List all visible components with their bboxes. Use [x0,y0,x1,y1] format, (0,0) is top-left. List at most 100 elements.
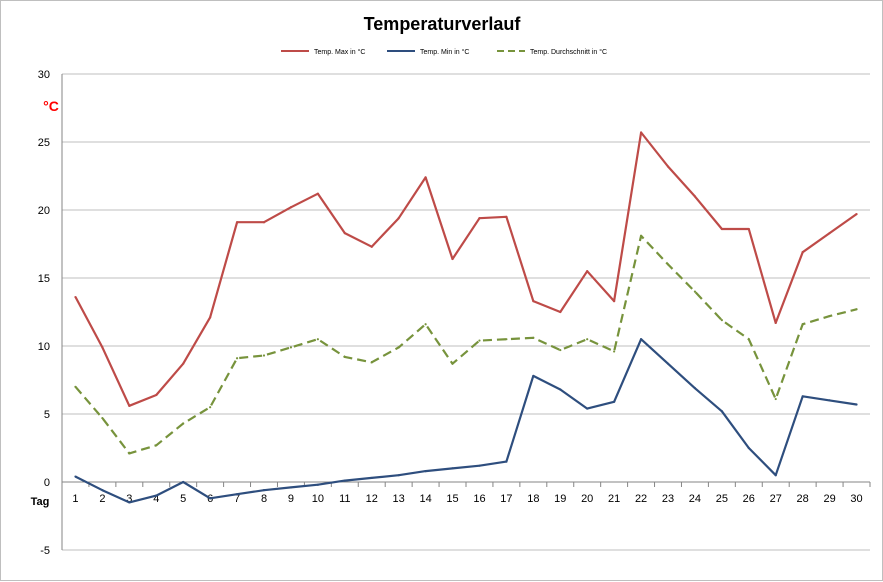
data-point [397,346,400,349]
data-point [74,475,77,478]
x-tick-label: 19 [554,493,566,505]
x-tick-label: 17 [500,493,512,505]
data-point [289,486,293,489]
data-point [639,338,643,341]
x-tick-label: 28 [797,493,809,505]
data-point [693,195,697,198]
data-point [289,206,293,209]
data-point [316,192,319,195]
y-tick-label: 25 [38,137,50,149]
x-tick-label: 10 [312,493,324,505]
data-point [235,493,239,496]
x-tick-label: 11 [339,493,350,505]
data-point [289,346,293,349]
series-lines [74,131,858,504]
x-tick-label: 8 [261,493,267,505]
x-tick-label: 2 [99,493,105,505]
data-point [397,474,400,477]
data-point [774,474,777,477]
data-point [720,227,723,231]
x-tick-label: 29 [823,493,835,505]
data-point [855,403,858,406]
data-point [128,452,131,455]
data-point [828,399,831,402]
data-point [128,404,131,407]
y-axis-ticks: -5 0 5 10 15 20 25 30 [38,69,50,557]
x-axis-ticks: 1234567891011121314151617181920212223242… [61,482,871,505]
data-point [639,234,643,237]
data-point [559,310,562,314]
x-tick-label: 21 [608,493,620,505]
data-point [532,336,535,339]
data-point [182,362,185,365]
data-point [451,467,454,470]
y-unit-label: °C [43,98,59,114]
data-point [74,295,77,299]
data-point [101,346,104,349]
data-point [801,323,804,326]
data-point [128,501,131,504]
x-tick-label: 1 [72,493,78,505]
x-tick-label: 4 [153,493,159,505]
y-tick-label: 30 [38,69,50,81]
data-point [343,355,346,358]
data-point [586,338,589,341]
data-point [774,397,777,401]
data-point [235,357,239,360]
data-point [505,338,508,341]
data-point [693,290,697,293]
data-point [424,470,427,473]
data-point [639,131,643,134]
x-axis-label: Tag [31,496,50,508]
data-point [666,362,670,365]
data-point [801,395,804,398]
data-point [505,215,508,218]
data-point [262,221,266,224]
x-tick-label: 14 [419,493,431,505]
data-point [774,321,777,324]
data-point [209,497,212,500]
x-tick-label: 22 [635,493,647,505]
data-point [424,176,427,179]
data-point [478,217,481,220]
data-point [747,227,750,231]
x-tick-label: 25 [716,493,728,505]
series-line [75,338,857,504]
data-point [478,339,481,342]
y-tick-label: 20 [38,205,50,217]
legend: Temp. Max in °C Temp. Min in °C Temp. Durc… [281,48,607,56]
data-point [370,476,373,480]
y-tick-label: 15 [38,273,50,285]
y-tick-label: 5 [44,409,50,421]
data-point [182,422,185,425]
data-point [666,263,670,266]
data-point [855,212,858,216]
data-point [828,232,831,235]
series-line [74,234,857,455]
data-point [720,410,723,413]
data-point [316,483,319,486]
x-tick-label: 7 [234,493,240,505]
data-point [532,374,535,378]
data-point [101,416,104,420]
data-point [720,319,723,322]
data-point [855,308,858,311]
x-tick-label: 20 [581,493,593,505]
data-point [559,388,562,391]
data-point [747,446,750,450]
x-tick-label: 30 [850,493,862,505]
data-point [451,257,454,261]
data-point [316,338,319,341]
legend-label: Temp. Durchschnitt in °C [530,48,607,56]
legend-label: Temp. Min in °C [420,48,469,56]
data-point [155,444,158,447]
data-point [586,270,589,273]
data-point [101,489,104,492]
data-point [397,217,400,220]
data-point [613,350,616,353]
data-point [370,245,373,248]
x-tick-label: 23 [662,493,674,505]
series-line [74,131,858,407]
x-tick-label: 15 [446,493,458,505]
